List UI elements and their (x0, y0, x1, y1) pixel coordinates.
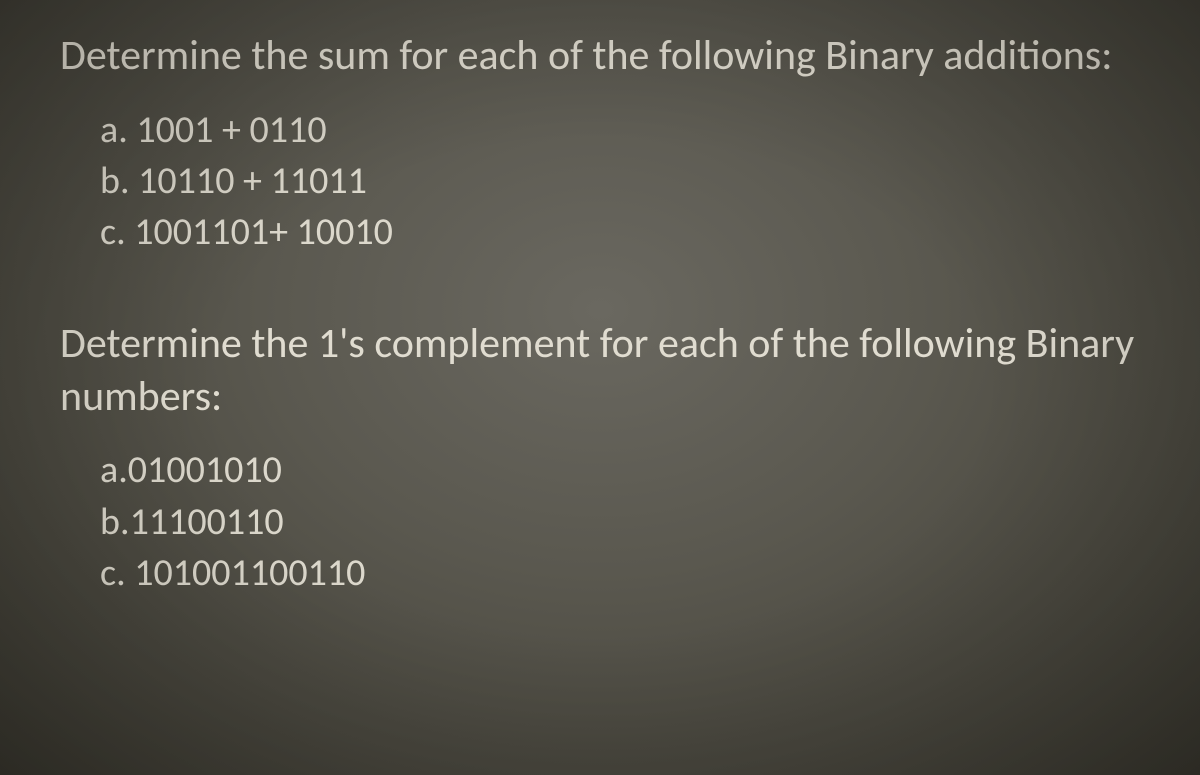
question-2-block: Determine the 1's complement for each of… (60, 318, 1140, 599)
item-value: 01001010 (128, 447, 282, 493)
question-1-title: Determine the sum for each of the follow… (60, 30, 1140, 83)
item-value: 10110 + 11011 (138, 158, 367, 204)
item-label: b. (100, 499, 130, 545)
q2-item-c: c. 101001100110 (100, 548, 1140, 599)
q1-item-a: a. 1001 + 0110 (100, 105, 1140, 156)
item-value: 1001 + 0110 (136, 107, 326, 153)
q2-item-a: a.01001010 (100, 445, 1140, 496)
item-label: c. (100, 209, 134, 255)
q1-item-b: b. 10110 + 11011 (100, 156, 1140, 207)
q2-item-b: b.11100110 (100, 497, 1140, 548)
question-2-title: Determine the 1's complement for each of… (60, 318, 1140, 423)
item-label: b. (100, 158, 138, 204)
item-label: a. (100, 447, 128, 493)
item-value: 1001101+ 10010 (134, 209, 393, 255)
question-2-items: a.01001010 b.11100110 c. 101001100110 (60, 445, 1140, 599)
question-1-items: a. 1001 + 0110 b. 10110 + 11011 c. 10011… (60, 105, 1140, 259)
item-label: a. (100, 107, 136, 153)
item-label: c. (100, 550, 134, 596)
item-value: 101001100110 (134, 550, 365, 596)
q1-item-c: c. 1001101+ 10010 (100, 207, 1140, 258)
item-value: 11100110 (130, 499, 284, 545)
question-1-block: Determine the sum for each of the follow… (60, 30, 1140, 258)
